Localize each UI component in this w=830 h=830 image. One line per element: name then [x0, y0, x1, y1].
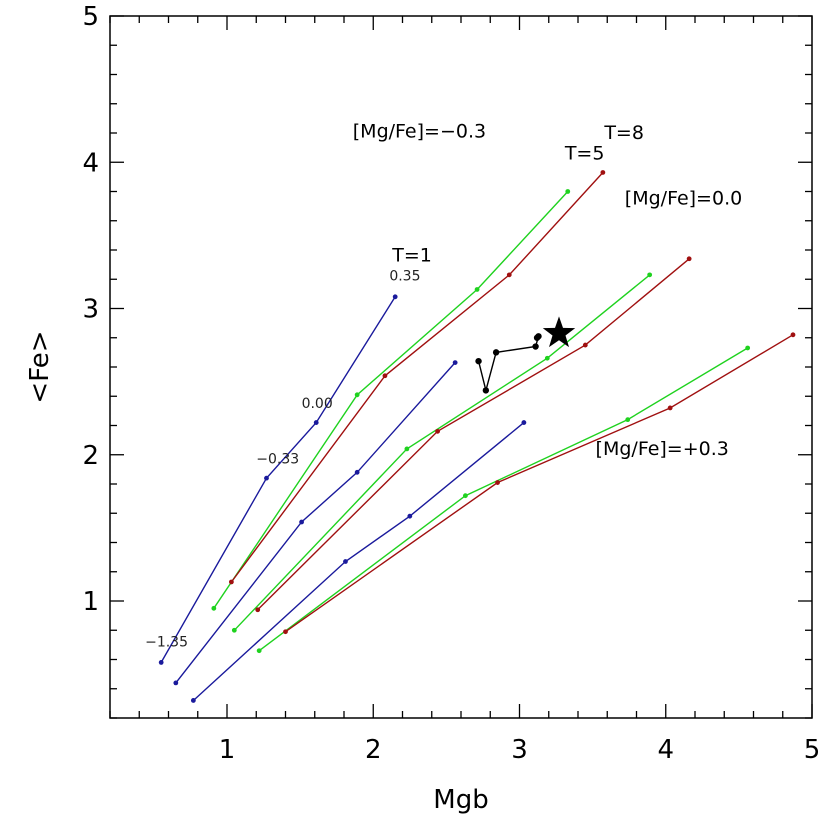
data-point — [190, 698, 196, 703]
data-point — [313, 420, 319, 425]
star-marker — [542, 316, 576, 348]
tick-labels: 1 2 3 4 5 1 2 3 4 5 — [82, 2, 820, 765]
data-point — [745, 345, 751, 351]
x-tick-label: 2 — [365, 735, 382, 765]
y-tick-label: 2 — [82, 441, 99, 471]
x-tick-label: 1 — [219, 735, 236, 765]
data-point — [299, 519, 304, 525]
series-line-2 — [192, 422, 525, 702]
point-label: −1.35 — [145, 634, 188, 650]
data-point — [667, 405, 673, 411]
data-point — [544, 355, 550, 361]
data-point — [158, 660, 164, 665]
data-point — [255, 607, 261, 613]
data-point — [647, 272, 653, 278]
y-tick-label: 1 — [82, 587, 99, 617]
x-axis-label: Mgb — [433, 785, 488, 815]
data-point — [382, 373, 388, 379]
annotation-label: [Mg/Fe]=−0.3 — [353, 120, 486, 142]
annotations: [Mg/Fe]=−0.3 [Mg/Fe]=0.0 [Mg/Fe]=+0.3 T=1 T=… — [145, 120, 742, 650]
data-point — [343, 559, 348, 564]
y-tick-label: 4 — [82, 148, 99, 178]
data-point — [582, 342, 588, 348]
series-line-8 — [285, 334, 794, 633]
data-point — [686, 256, 692, 262]
series-line-9 — [477, 335, 540, 394]
series-line-4 — [233, 274, 651, 631]
point-label: −0.33 — [256, 452, 299, 468]
y-tick-label: 3 — [82, 295, 99, 325]
series-line-0 — [160, 296, 396, 663]
data-point — [173, 680, 179, 686]
data-point — [790, 332, 796, 338]
y-tick-label: 5 — [82, 2, 99, 32]
series-line-7 — [257, 258, 690, 611]
data-point — [625, 417, 631, 423]
data-point — [231, 627, 237, 633]
data-point — [283, 629, 288, 635]
data-point — [211, 605, 217, 611]
series-line-1 — [175, 362, 456, 684]
ticks — [109, 15, 813, 719]
point-label: 0.00 — [302, 396, 333, 412]
data-point — [452, 360, 458, 366]
series-line-6 — [230, 172, 604, 583]
data-point — [565, 189, 571, 194]
data-point — [264, 475, 269, 481]
data-point — [462, 493, 468, 499]
data-point — [506, 272, 512, 278]
data-point — [392, 294, 398, 300]
data-point — [482, 387, 490, 394]
data-point — [492, 349, 500, 356]
x-tick-label: 5 — [804, 735, 821, 765]
x-tick-label: 4 — [657, 735, 674, 765]
series-line-3 — [213, 191, 569, 609]
series-line-5 — [258, 347, 748, 652]
data-point — [407, 513, 413, 519]
data-point — [354, 469, 360, 475]
y-axis-label: <Fe> — [25, 330, 55, 403]
data-point — [532, 343, 539, 350]
data-point — [404, 446, 410, 452]
data-point — [533, 334, 541, 341]
data-point — [495, 480, 500, 485]
data-point — [228, 579, 234, 585]
data-point — [256, 648, 262, 654]
annotation-label: T=8 — [603, 122, 644, 144]
annotation-label: [Mg/Fe]=0.0 — [625, 188, 742, 210]
data-point — [354, 392, 360, 398]
point-label: 0.35 — [389, 269, 420, 285]
data-point — [475, 357, 482, 365]
series-layer — [158, 170, 796, 703]
data-point — [521, 420, 527, 425]
data-point — [435, 428, 440, 434]
annotation-label: [Mg/Fe]=+0.3 — [596, 438, 729, 460]
x-tick-label: 3 — [511, 735, 528, 765]
data-point — [600, 170, 606, 175]
annotation-label: T=1 — [391, 245, 432, 267]
data-point — [474, 287, 480, 292]
annotation-label: T=5 — [564, 142, 605, 164]
